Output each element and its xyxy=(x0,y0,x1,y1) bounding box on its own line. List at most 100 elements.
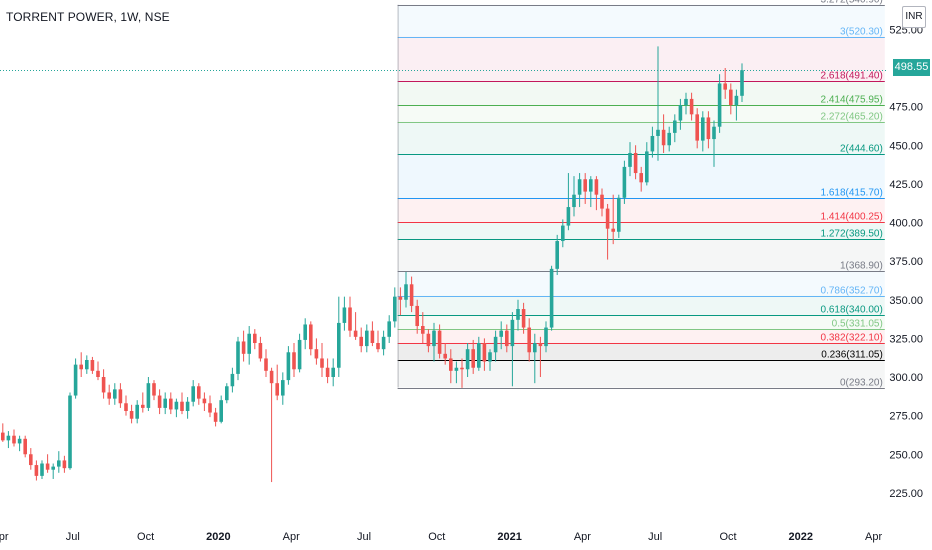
candle xyxy=(572,176,576,217)
candle xyxy=(488,349,492,371)
candle xyxy=(527,318,531,362)
candle xyxy=(202,392,207,411)
y-tick-label: 375.00 xyxy=(889,256,923,268)
fib-zone-2.414 xyxy=(397,81,885,106)
currency-label[interactable]: INR xyxy=(902,6,926,28)
fib-zone-1.272 xyxy=(397,222,885,239)
candle xyxy=(734,89,739,121)
candle xyxy=(197,383,201,405)
candle xyxy=(505,324,509,353)
candle xyxy=(376,330,380,353)
fib-label-0.786: 0.786(352.70) xyxy=(821,286,883,297)
fib-zone-0.786 xyxy=(397,270,885,296)
candle xyxy=(185,397,190,419)
fib-label-3: 3(520.30) xyxy=(840,27,883,38)
x-tick-label: Apr xyxy=(0,531,9,543)
candle xyxy=(264,349,268,377)
candle xyxy=(219,395,223,424)
candle xyxy=(17,435,22,452)
fibonacci-extension[interactable]: 0(293.20) 0.236(311.05) 0.382(322.10) 0.5(3… xyxy=(397,0,885,389)
candle xyxy=(342,296,347,331)
candle xyxy=(493,330,498,362)
candle xyxy=(633,145,638,180)
candle xyxy=(146,377,151,411)
candle xyxy=(393,287,397,328)
candle xyxy=(723,68,727,99)
fib-label-0.5: 0.5(331.05) xyxy=(832,319,883,330)
candle xyxy=(29,448,33,470)
fib-label-2.414: 2.414(475.95) xyxy=(821,95,883,106)
price-axis[interactable]: 225.00 250.00 275.00 300.00 325.00 350.00 375.… xyxy=(889,24,923,500)
candle xyxy=(286,346,291,385)
candle xyxy=(320,343,324,377)
fib-label-1: 1(368.90) xyxy=(840,261,883,272)
fib-zone-0.236 xyxy=(397,342,885,360)
x-tick-label: Oct xyxy=(137,531,154,543)
candle xyxy=(628,142,632,177)
candle xyxy=(107,384,111,405)
x-tick-label: Jul xyxy=(66,531,80,543)
candle xyxy=(482,338,487,371)
candle xyxy=(717,74,722,133)
symbol-title[interactable]: TORRENT POWER, 1W, NSE xyxy=(6,10,170,24)
y-tick-label: 475.00 xyxy=(889,102,923,114)
candle xyxy=(499,321,503,350)
x-tick-label: 2022 xyxy=(789,531,813,543)
candle xyxy=(365,324,369,353)
candle xyxy=(135,400,139,424)
y-tick-label: 350.00 xyxy=(889,295,923,307)
candle xyxy=(191,380,195,407)
candle xyxy=(510,312,515,387)
candle xyxy=(426,329,431,353)
candle xyxy=(85,355,89,374)
fib-label-1.272: 1.272(389.50) xyxy=(821,229,883,240)
candle xyxy=(594,176,599,211)
candle xyxy=(617,194,621,238)
candle xyxy=(34,460,39,481)
candle xyxy=(477,336,481,371)
x-tick-label: Jul xyxy=(648,531,662,543)
candle xyxy=(673,114,677,143)
candle xyxy=(157,389,162,415)
candle xyxy=(314,338,319,365)
candle xyxy=(297,333,302,373)
candle xyxy=(667,126,671,152)
fib-label-3.272: 3.272(540.90) xyxy=(821,0,883,6)
candle xyxy=(68,392,72,470)
y-tick-label: 300.00 xyxy=(889,372,923,384)
x-tick-label: Jul xyxy=(357,531,371,543)
candle xyxy=(516,299,520,331)
fib-label-0.618: 0.618(340.00) xyxy=(821,305,883,316)
candle xyxy=(678,98,683,130)
fib-label-1.618: 1.618(415.70) xyxy=(821,188,883,199)
candle xyxy=(213,407,218,427)
candle xyxy=(309,321,313,356)
candle xyxy=(639,166,643,192)
time-axis[interactable]: Apr Jul Oct 2020 Apr Jul Oct 2021 Apr Jul Oct 2022 A… xyxy=(0,531,882,543)
x-tick-label: Apr xyxy=(574,531,591,543)
candle xyxy=(57,451,61,473)
candle xyxy=(258,336,263,362)
candle xyxy=(169,392,173,415)
candle xyxy=(79,352,83,377)
candle xyxy=(73,358,78,399)
candle xyxy=(443,343,447,365)
candle xyxy=(701,111,705,152)
candle xyxy=(538,336,543,377)
candle xyxy=(23,435,27,458)
fib-label-0.236: 0.236(311.05) xyxy=(821,350,883,361)
candle xyxy=(303,318,307,350)
fib-zone-0.382 xyxy=(397,329,885,343)
fib-zone-0.618 xyxy=(397,295,885,316)
candle xyxy=(12,429,16,447)
candle xyxy=(561,219,565,248)
candle xyxy=(421,312,425,344)
candle xyxy=(0,423,5,442)
fib-label-1.414: 1.414(400.25) xyxy=(821,212,883,223)
y-tick-label: 325.00 xyxy=(889,333,923,345)
fib-zone-0 xyxy=(397,359,885,388)
candle xyxy=(689,92,694,121)
candle xyxy=(292,343,296,377)
candle xyxy=(348,296,352,337)
